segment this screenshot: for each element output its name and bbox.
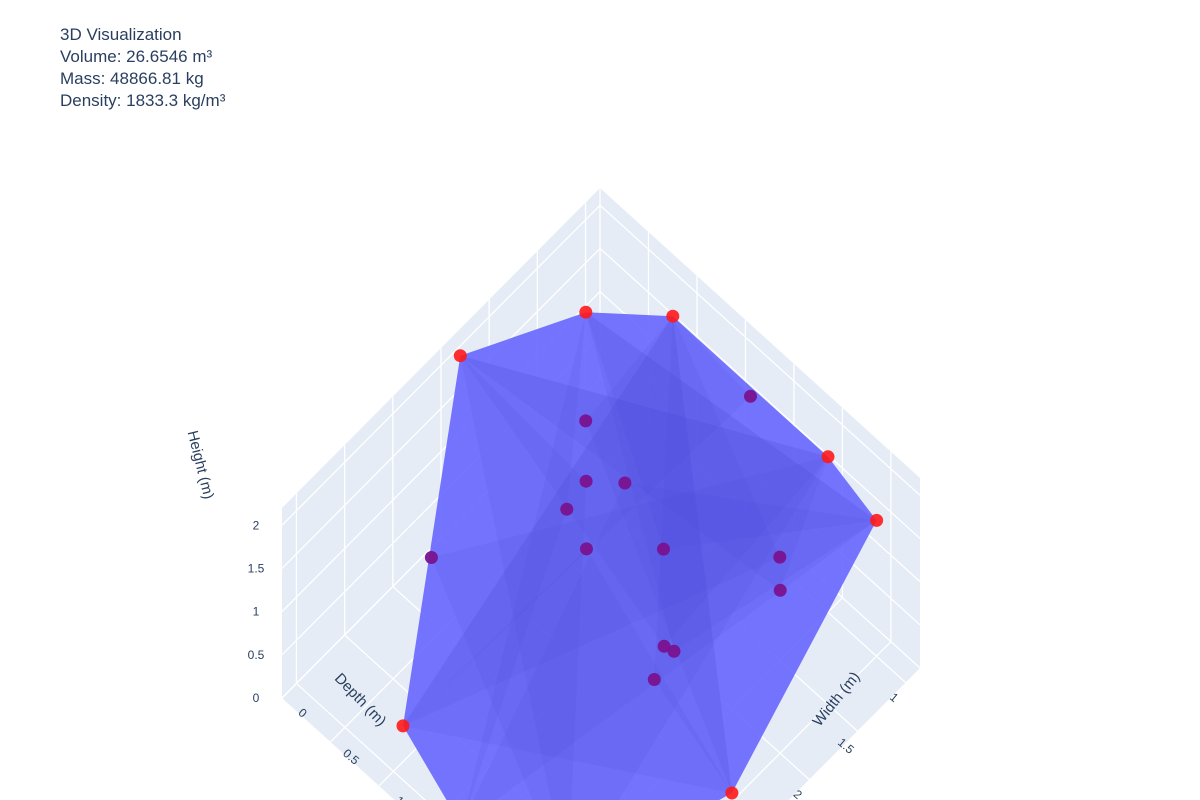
z-axis-title: Height (m) [184, 429, 217, 501]
z-tick-label: 0 [253, 691, 260, 705]
grid-line-z [281, 247, 601, 569]
z-tick-label: 1.5 [248, 562, 265, 576]
data-point [453, 349, 467, 363]
grid-line-z [281, 204, 601, 526]
data-point [579, 474, 593, 488]
grid-line-z [599, 247, 921, 539]
hull-facet [460, 355, 828, 647]
mass-annotation: Mass: 48866.81 kg [60, 69, 204, 88]
grid-line-y [296, 682, 427, 800]
z-tick-label: 1 [253, 605, 260, 619]
hull-facet [585, 312, 877, 652]
data-point [424, 551, 438, 564]
density-annotation: Density: 1833.3 kg/m³ [60, 91, 226, 110]
data-point [579, 414, 593, 428]
data-point [618, 476, 632, 490]
hull-facet [403, 316, 780, 726]
data-point [744, 389, 757, 403]
chart-title-block: 3D Visualization Volume: 26.6546 m³ Mass… [60, 24, 225, 112]
grid-line-x [732, 641, 892, 800]
data-points [396, 305, 884, 800]
data-point [821, 450, 835, 464]
data-point [773, 550, 787, 564]
volume-annotation: Volume: 26.6546 m³ [60, 47, 213, 66]
hull-facet [460, 355, 828, 591]
hull-facet [473, 483, 877, 800]
data-point [560, 502, 574, 516]
hull-facet [460, 355, 587, 800]
z-tick-label: 0.5 [248, 648, 265, 662]
hull-facet [654, 316, 732, 793]
data-point [396, 719, 410, 733]
hull-silhouette [403, 312, 877, 800]
data-point [579, 305, 593, 319]
data-point [773, 583, 787, 597]
data-point [667, 644, 681, 658]
hull-facet [585, 312, 877, 550]
grid-line-z [599, 204, 921, 496]
z-tick-label: 2 [253, 518, 260, 532]
hull-facet [467, 312, 586, 800]
data-point [657, 639, 671, 653]
hull-facet [403, 548, 732, 793]
convex-hull-mesh [403, 312, 877, 800]
hull-facet [431, 456, 828, 800]
data-point [657, 542, 670, 556]
chart-title: 3D Visualization [60, 25, 182, 44]
data-point [647, 673, 661, 686]
hull-facet [585, 316, 732, 793]
data-point [870, 513, 884, 527]
hull-facet [403, 316, 751, 726]
data-point [666, 309, 680, 323]
data-point [725, 786, 739, 800]
data-point [580, 542, 593, 556]
x-tick-label: 1 [393, 793, 407, 800]
